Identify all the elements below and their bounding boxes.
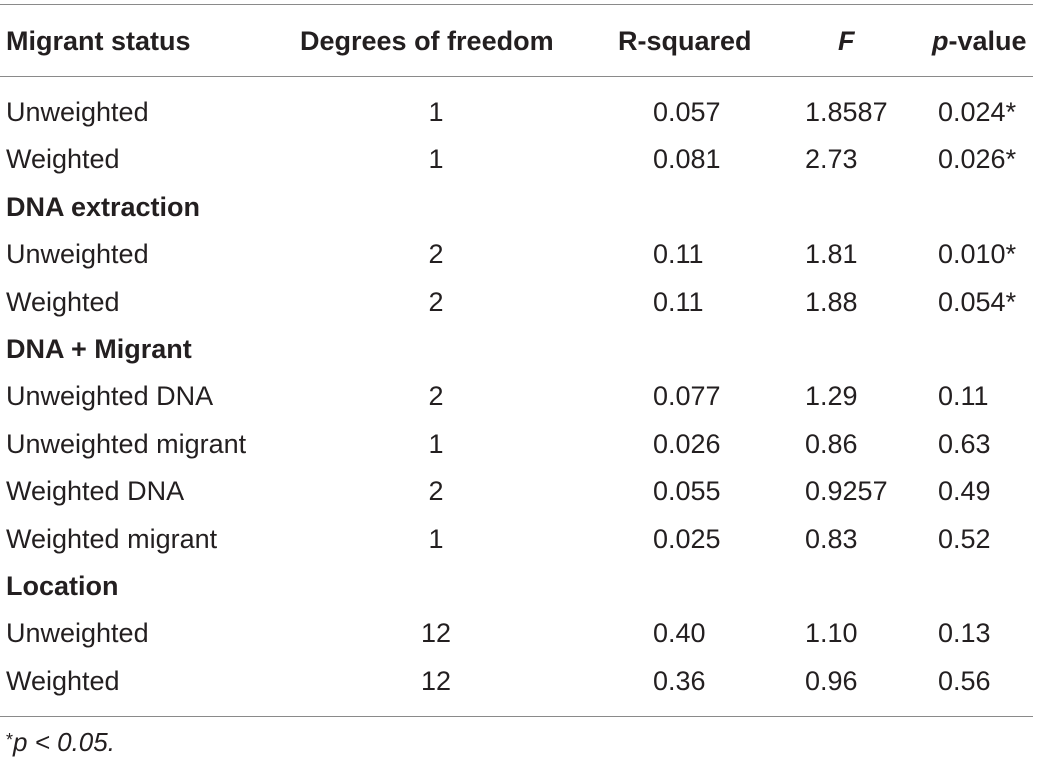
- f-statistic-cell: 1.81: [805, 239, 858, 270]
- row-label: Unweighted: [6, 97, 149, 127]
- header-degrees-of-freedom: Degrees of freedom: [300, 26, 554, 56]
- degrees-of-freedom-cell: 12: [420, 665, 452, 696]
- header-migrant-status: Migrant status: [6, 26, 191, 56]
- f-statistic-cell: 0.83: [805, 523, 858, 554]
- table-row: Unweighted 2 0.11 1.81 0.010*: [0, 231, 1042, 278]
- degrees-of-freedom-cell: 2: [428, 476, 444, 507]
- table-row: Unweighted 1 0.057 1.8587 0.024*: [0, 89, 1042, 136]
- table-row: Weighted 12 0.36 0.96 0.56: [0, 658, 1042, 705]
- degrees-of-freedom-cell: 2: [428, 239, 444, 270]
- f-statistic-cell: 1.88: [805, 286, 858, 317]
- section-row: DNA extraction: [0, 184, 1042, 231]
- header-f: F: [838, 26, 855, 56]
- row-label: Weighted migrant: [6, 523, 218, 554]
- row-label: Weighted: [6, 144, 120, 175]
- p-value-cell: 0.026*: [938, 144, 1017, 175]
- p-value-cell: 0.024*: [938, 97, 1017, 127]
- r-squared-cell: 0.077: [653, 381, 721, 412]
- degrees-of-freedom-cell: 2: [428, 286, 444, 317]
- header-r-squared: R-squared: [618, 26, 752, 56]
- section-heading: DNA extraction: [6, 191, 201, 222]
- degrees-of-freedom-cell: 1: [428, 428, 444, 459]
- footnote-text: p < 0.05.: [13, 727, 115, 757]
- p-value-cell: 0.49: [938, 476, 991, 507]
- table-header-rule: [0, 76, 1033, 77]
- table-header-row: Migrant status Degrees of freedom R-squa…: [0, 17, 1042, 64]
- row-label: Unweighted: [6, 618, 149, 649]
- section-heading: DNA + Migrant: [6, 334, 192, 364]
- table-row: Unweighted migrant 1 0.026 0.86 0.63: [0, 421, 1042, 468]
- r-squared-cell: 0.11: [653, 239, 704, 270]
- row-label: Unweighted migrant: [6, 428, 247, 459]
- section-row: DNA + Migrant: [0, 326, 1042, 373]
- header-p-suffix: -value: [948, 26, 1027, 56]
- r-squared-cell: 0.11: [653, 286, 704, 317]
- f-statistic-cell: 0.96: [805, 665, 858, 696]
- degrees-of-freedom-cell: 12: [420, 618, 452, 649]
- section-heading: Location: [6, 571, 119, 601]
- p-value-cell: 0.054*: [938, 286, 1017, 317]
- table-bottom-rule: [0, 716, 1033, 717]
- f-statistic-cell: 1.8587: [805, 97, 888, 127]
- section-row: Location: [0, 563, 1042, 610]
- f-statistic-cell: 0.86: [805, 428, 858, 459]
- f-statistic-cell: 0.9257: [805, 476, 888, 507]
- r-squared-cell: 0.055: [653, 476, 721, 507]
- degrees-of-freedom-cell: 1: [428, 144, 444, 175]
- header-p-value: p-value: [932, 17, 1027, 65]
- p-value-cell: 0.52: [938, 523, 991, 554]
- f-statistic-cell: 1.10: [805, 618, 858, 649]
- table-row: Unweighted 12 0.40 1.10 0.13: [0, 610, 1042, 657]
- p-value-cell: 0.56: [938, 665, 991, 696]
- degrees-of-freedom-cell: 1: [428, 97, 444, 127]
- p-value-cell: 0.63: [938, 428, 991, 459]
- r-squared-cell: 0.026: [653, 428, 721, 459]
- p-value-cell: 0.010*: [938, 239, 1017, 270]
- footnote-star: *: [6, 730, 14, 750]
- degrees-of-freedom-cell: 2: [428, 381, 444, 412]
- degrees-of-freedom-cell: 1: [428, 523, 444, 554]
- row-label: Weighted: [6, 665, 120, 696]
- row-label: Weighted: [6, 286, 120, 317]
- table-row: Weighted migrant 1 0.025 0.83 0.52: [0, 516, 1042, 563]
- table-row: Unweighted DNA 2 0.077 1.29 0.11: [0, 373, 1042, 420]
- f-statistic-cell: 2.73: [805, 144, 858, 175]
- r-squared-cell: 0.057: [653, 97, 721, 127]
- f-statistic-cell: 1.29: [805, 381, 858, 412]
- r-squared-cell: 0.36: [653, 665, 706, 696]
- header-p-letter: p: [932, 26, 949, 56]
- table-footnote: *p < 0.05.: [6, 722, 115, 762]
- r-squared-cell: 0.40: [653, 618, 706, 649]
- r-squared-cell: 0.081: [653, 144, 721, 175]
- table-row: Weighted DNA 2 0.055 0.9257 0.49: [0, 468, 1042, 515]
- table-row: Weighted 2 0.11 1.88 0.054*: [0, 279, 1042, 326]
- table-row: Weighted 1 0.081 2.73 0.026*: [0, 136, 1042, 183]
- p-value-cell: 0.11: [938, 381, 989, 412]
- row-label: Unweighted DNA: [6, 381, 214, 412]
- row-label: Unweighted: [6, 239, 149, 270]
- row-label: Weighted DNA: [6, 476, 185, 507]
- r-squared-cell: 0.025: [653, 523, 721, 554]
- table-top-rule: [0, 4, 1033, 5]
- p-value-cell: 0.13: [938, 618, 991, 649]
